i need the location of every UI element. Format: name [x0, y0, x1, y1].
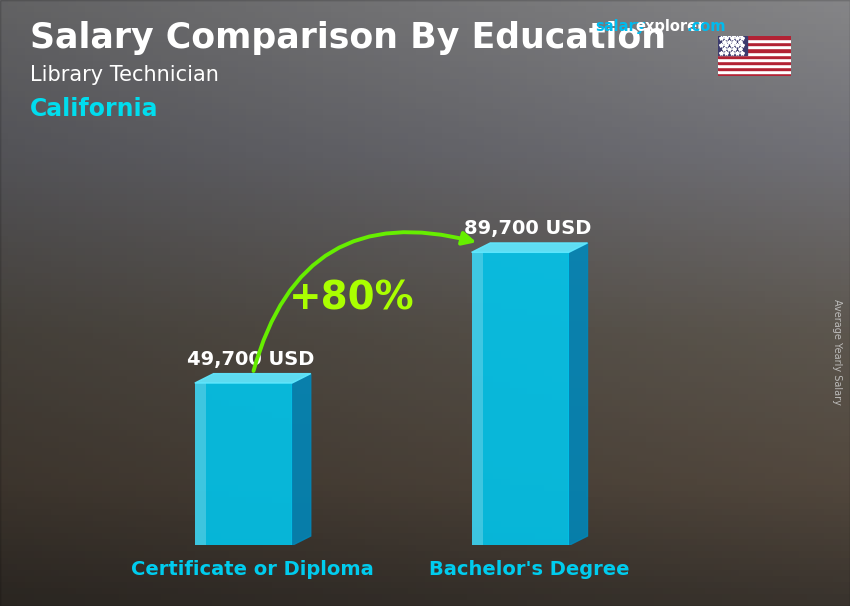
Bar	[718, 42, 791, 45]
Polygon shape	[195, 374, 311, 383]
Text: Certificate or Diploma: Certificate or Diploma	[132, 561, 374, 579]
Text: Bachelor's Degree: Bachelor's Degree	[429, 561, 630, 579]
Polygon shape	[472, 243, 587, 252]
Text: Library Technician: Library Technician	[30, 65, 218, 85]
Bar	[718, 39, 791, 42]
Text: California: California	[30, 97, 158, 121]
Text: 89,700 USD: 89,700 USD	[464, 219, 592, 238]
Bar	[718, 73, 791, 76]
Bar	[718, 48, 791, 52]
Polygon shape	[292, 374, 311, 545]
Text: 49,700 USD: 49,700 USD	[187, 350, 314, 369]
Bar	[718, 55, 791, 58]
Bar	[195, 383, 292, 545]
Text: Salary Comparison By Education: Salary Comparison By Education	[30, 21, 666, 55]
Bar	[718, 64, 791, 67]
Text: .com: .com	[687, 19, 726, 35]
Bar	[718, 36, 747, 55]
Bar	[718, 36, 791, 39]
Text: Average Yearly Salary: Average Yearly Salary	[832, 299, 842, 404]
Bar	[472, 252, 484, 545]
Bar	[718, 70, 791, 73]
Bar	[718, 61, 791, 64]
Text: explorer: explorer	[636, 19, 705, 35]
Bar	[718, 58, 791, 61]
Bar	[718, 67, 791, 70]
Text: salary: salary	[595, 19, 645, 35]
Bar	[195, 383, 207, 545]
Bar	[472, 252, 569, 545]
Bar	[718, 52, 791, 55]
Bar	[718, 45, 791, 48]
Polygon shape	[569, 243, 587, 545]
Text: +80%: +80%	[289, 279, 415, 318]
